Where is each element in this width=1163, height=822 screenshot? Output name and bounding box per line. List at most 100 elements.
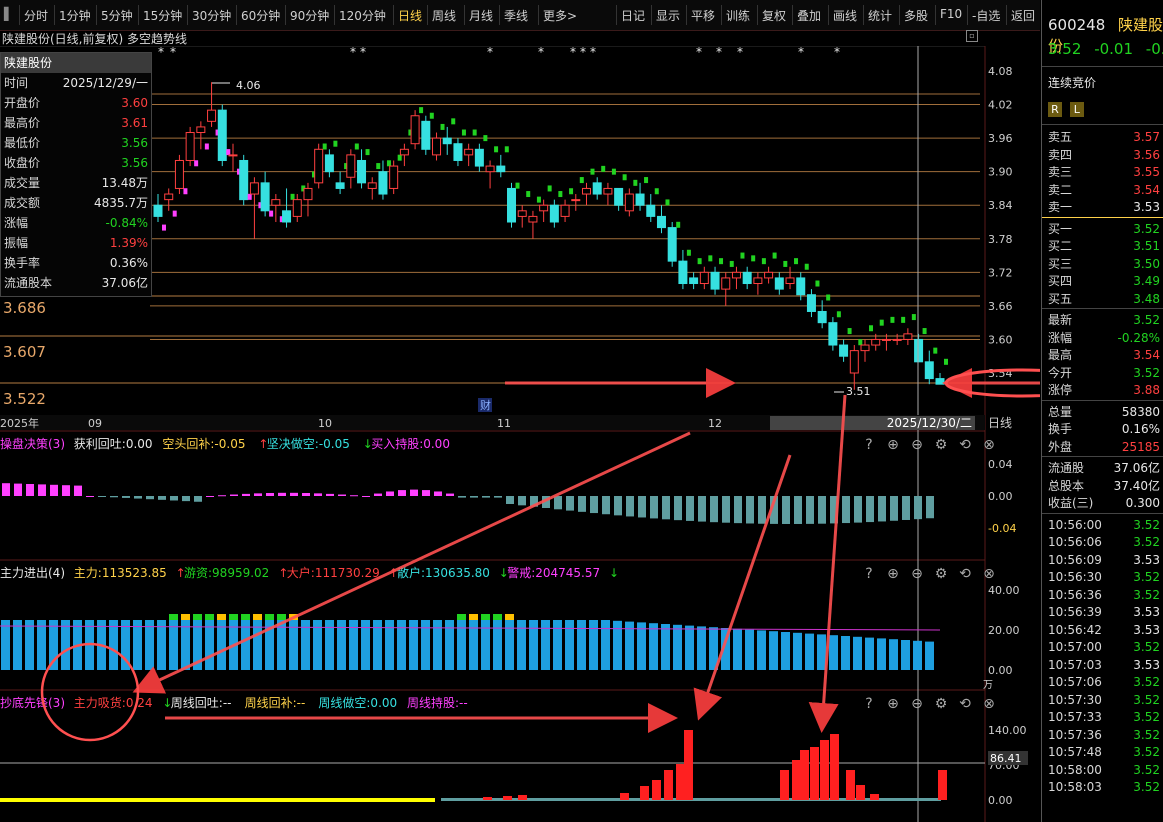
zoom-in-icon[interactable]: ⊕	[887, 437, 899, 453]
info-value: 3.61	[121, 116, 148, 130]
tick-row: 10:57:03 3.53	[1048, 656, 1162, 674]
help-icon[interactable]: ?	[865, 566, 872, 582]
toolbar-item-22[interactable]: F10	[940, 7, 963, 21]
ind2-top-bar	[469, 614, 478, 620]
trend-dot	[879, 319, 884, 326]
ask-row: 卖四 3.56	[1048, 146, 1162, 164]
zoom-in-icon[interactable]: ⊕	[887, 696, 899, 712]
toolbar-separator	[138, 5, 139, 25]
candle-body	[453, 143, 463, 161]
refresh-icon[interactable]: ⟲	[959, 566, 971, 582]
zoom-out-icon[interactable]: ⊖	[911, 566, 923, 582]
l-badge[interactable]: L	[1069, 102, 1084, 117]
share-row: 收益(三) 0.300	[1048, 494, 1162, 512]
toolbar-item-15[interactable]: 平移	[691, 9, 716, 23]
toolbar-item-8[interactable]: 日线	[398, 9, 423, 23]
toolbar-item-21[interactable]: 多股	[904, 9, 929, 23]
candle-body	[603, 187, 613, 195]
ind1-bar	[98, 496, 106, 497]
toolbar-item-0[interactable]: 分时	[24, 9, 49, 23]
settings-icon[interactable]: ⚙	[935, 696, 948, 712]
candle-body	[485, 165, 495, 173]
ind1-bar	[254, 493, 262, 496]
toolbar-item-9[interactable]: 周线	[432, 9, 457, 23]
refresh-icon[interactable]: ⟲	[959, 696, 971, 712]
collapse-icon[interactable]: ▫	[966, 30, 978, 42]
chart-title: 陕建股份(日线,前复权) 多空趋势线	[2, 32, 187, 46]
toolbar-item-7[interactable]: 120分钟	[339, 9, 386, 23]
ind2-bar	[697, 626, 706, 670]
toolbar-item-4[interactable]: 30分钟	[192, 9, 232, 23]
trend-dot	[215, 129, 220, 136]
toolbar-item-20[interactable]: 统计	[868, 9, 893, 23]
toolbar-item-5[interactable]: 60分钟	[241, 9, 281, 23]
toolbar-item-19[interactable]: 画线	[833, 9, 858, 23]
toolbar-item-12[interactable]: 更多>	[543, 9, 578, 23]
toolbar-item-24[interactable]: 返回	[1011, 9, 1036, 23]
close-icon[interactable]: ⊗	[983, 696, 995, 712]
candle-body	[881, 338, 891, 341]
ind2-bar	[889, 639, 898, 670]
toolbar-item-11[interactable]: 季线	[504, 9, 529, 23]
refresh-icon[interactable]: ⟲	[959, 437, 971, 453]
candle-body	[196, 126, 206, 134]
share-row-label: 流通股	[1048, 461, 1085, 475]
tick-row: 10:56:00 3.52	[1048, 516, 1162, 534]
settings-icon[interactable]: ⚙	[935, 566, 948, 582]
toolbar-item-18[interactable]: 叠加	[797, 9, 822, 23]
ind2-bar	[661, 624, 670, 670]
trend-dot	[901, 316, 906, 323]
toolbar-item-6[interactable]: 90分钟	[290, 9, 330, 23]
toolbar-item-10[interactable]: 月线	[469, 9, 494, 23]
close-icon[interactable]: ⊗	[983, 437, 995, 453]
info-label: 收盘价	[4, 156, 41, 170]
ind2-bar	[409, 620, 418, 670]
chart-area[interactable]: 3.686 3.607 3.522 4.08 4.02 3.96 3.90 3.84 3.78 3…	[0, 46, 1040, 822]
ind2-bar	[877, 638, 886, 670]
zoom-out-icon[interactable]: ⊖	[911, 437, 923, 453]
candle-body	[849, 350, 859, 374]
toolbar-item-2[interactable]: 5分钟	[101, 9, 133, 23]
bid-ask-divider	[1042, 216, 1163, 218]
help-icon[interactable]: ?	[865, 437, 872, 453]
ind1-header-segment: 坚决做空:-0.05	[267, 436, 350, 451]
toolbar-item-16[interactable]: 训练	[726, 9, 751, 23]
ind3-bar	[483, 797, 492, 800]
trend-dot	[633, 179, 638, 186]
ind1-bar	[326, 493, 334, 496]
info-value: 2025/12/29/一	[62, 76, 148, 90]
toolbar-item-3[interactable]: 15分钟	[143, 9, 183, 23]
toolbar-separator	[393, 5, 394, 25]
cursor-date-box	[770, 416, 975, 430]
r-badge[interactable]: R	[1048, 102, 1062, 117]
candle-body	[282, 210, 292, 223]
toolbar-separator	[616, 5, 617, 25]
candle-body	[614, 187, 624, 206]
zoom-in-icon[interactable]: ⊕	[887, 566, 899, 582]
candle-body	[817, 310, 827, 324]
candle-body	[153, 204, 163, 217]
toolbar-item-13[interactable]: 日记	[621, 9, 646, 23]
ind1-bar	[854, 496, 862, 523]
info-row: 最高价 3.61	[1, 113, 151, 133]
ind2-bar	[529, 620, 538, 670]
candle-body	[560, 204, 570, 217]
close-icon[interactable]: ⊗	[983, 566, 995, 582]
help-icon[interactable]: ?	[865, 696, 872, 712]
ind1-bar	[14, 483, 22, 496]
candle-body	[678, 260, 688, 285]
zoom-out-icon[interactable]: ⊖	[911, 696, 923, 712]
toolbar-item-1[interactable]: 1分钟	[59, 9, 91, 23]
candle-body	[592, 182, 602, 195]
toolbar-item-23[interactable]: -自选	[972, 9, 1001, 23]
info-value: 3.60	[121, 96, 148, 110]
info-value: 13.48万	[101, 176, 148, 190]
bid-row-value: 3.52	[1133, 221, 1160, 236]
ind2-axis-label: 20.00	[988, 624, 1020, 637]
share-row: 总股本 37.40亿	[1048, 477, 1162, 495]
toolbar-item-17[interactable]: 复权	[762, 9, 787, 23]
ind2-bar	[265, 620, 274, 670]
toolbar-item-14[interactable]: 显示	[656, 9, 681, 23]
settings-icon[interactable]: ⚙	[935, 437, 948, 453]
ind1-bar	[38, 484, 46, 496]
